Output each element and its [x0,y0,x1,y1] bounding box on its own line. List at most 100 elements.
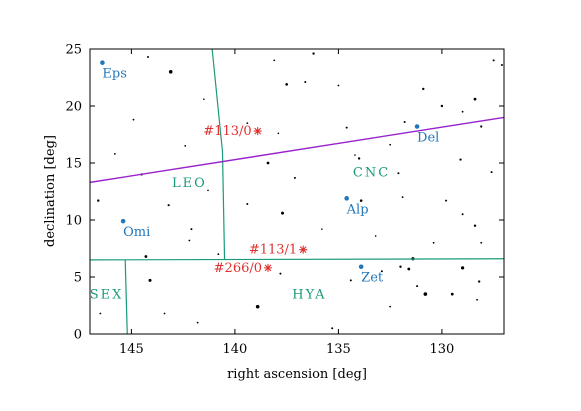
y-tick-label: 0 [74,328,82,343]
y-axis-label: declination [deg] [43,135,58,247]
field-star-point [163,312,166,315]
field-star-point [476,298,478,301]
ecliptic-line [90,116,504,184]
field-star-point [477,280,481,283]
transient-marker-label: #113/0 [203,124,251,139]
y-tick-label: 10 [65,214,82,229]
field-star-point [397,172,400,175]
field-star-point [97,199,100,202]
field-star-point [190,228,193,231]
field-star-point [337,84,340,87]
field-star-point [374,235,377,237]
axis-ticks: 145 140 135 130 0 5 10 15 20 25 [65,43,504,357]
transient-marker [299,245,308,254]
asterisk-icon [264,263,273,272]
field-star-point [255,304,260,309]
field-star-point [357,157,361,160]
field-star-point [480,241,483,244]
named-star-label: Del [417,131,439,146]
field-star-point [148,278,152,282]
field-star-point [416,285,419,288]
field-star-point [132,118,135,121]
x-tick-label: 130 [429,342,454,357]
field-star-point [304,81,307,84]
field-star-point [461,266,465,270]
field-star-point [349,279,352,282]
named-star-point [344,196,349,201]
field-star-point [459,158,462,161]
field-star-point [407,267,411,271]
constellation-boundary-line [211,49,226,260]
field-star-point [281,211,285,215]
plot-frame [89,48,505,335]
x-tick-label: 135 [326,342,351,357]
named-star-label: Zet [361,271,384,286]
field-star-point [359,199,363,202]
field-star-point [389,143,392,146]
constellation-label: CNC [353,166,390,181]
transient-marker-label: #266/0 [214,261,262,276]
field-star-point [168,70,173,74]
field-star-point [490,171,493,174]
transient-marker-label: #113/1 [249,243,297,258]
constellation-label: HYA [292,288,326,303]
named-star-label: Omi [123,225,150,240]
y-tick-label: 5 [74,271,82,286]
named-star-label: Alp [346,202,369,217]
field-star-point [461,110,464,113]
field-star-point [401,196,404,199]
field-star-point [312,52,315,55]
field-star-point [293,176,296,179]
field-star-point [445,199,448,202]
field-star-point [273,59,276,62]
field-star-point [188,239,191,242]
constellation-boundary-line [124,259,128,334]
field-star-point [246,203,249,206]
asterisk-icon [253,127,262,136]
field-star-point [423,292,428,296]
field-star-point [146,55,149,58]
transient-marker [253,127,262,136]
field-star-point [285,83,288,86]
y-tick-label: 15 [65,157,82,172]
field-star-point [113,152,116,155]
x-axis-label: right ascension [deg] [227,367,367,382]
field-star-point [403,120,406,123]
field-star-point [354,154,356,156]
field-star-point [99,312,102,315]
field-star-point [473,224,477,227]
field-star-point [440,104,444,108]
named-star-point [358,264,364,270]
y-tick-label: 25 [65,43,82,58]
asterisk-icon [299,245,308,254]
field-star-point [450,292,454,296]
x-tick-label: 140 [222,342,247,357]
field-star-point [492,59,495,62]
field-star-point [380,270,383,273]
x-tick-label: 145 [119,342,144,357]
field-star-point [167,204,170,207]
field-star-point [432,241,435,244]
constellation-label: SEX [90,288,124,303]
field-star-point [144,255,148,258]
named-star-point [120,218,126,224]
field-star-point [184,145,187,147]
field-star-point [321,228,323,230]
field-star-point [331,327,334,330]
field-star-point [345,126,348,129]
field-star-point [246,122,249,124]
field-star-point [196,321,199,324]
field-star-point [500,63,503,66]
field-star-point [399,265,402,268]
field-star-point [217,253,220,256]
plot-content: LEO CNC HYA SEX Eps Del Alp Omi Zet #113/0 #113/1 #… [90,49,504,334]
constellation-boundary-line [90,258,504,261]
field-star-point [480,125,483,128]
named-star-label: Eps [102,67,126,82]
field-star-point [461,213,464,216]
constellation-label: LEO [172,176,207,191]
field-star-point [473,97,477,101]
field-star-point [266,161,270,165]
field-star-point [277,132,280,135]
